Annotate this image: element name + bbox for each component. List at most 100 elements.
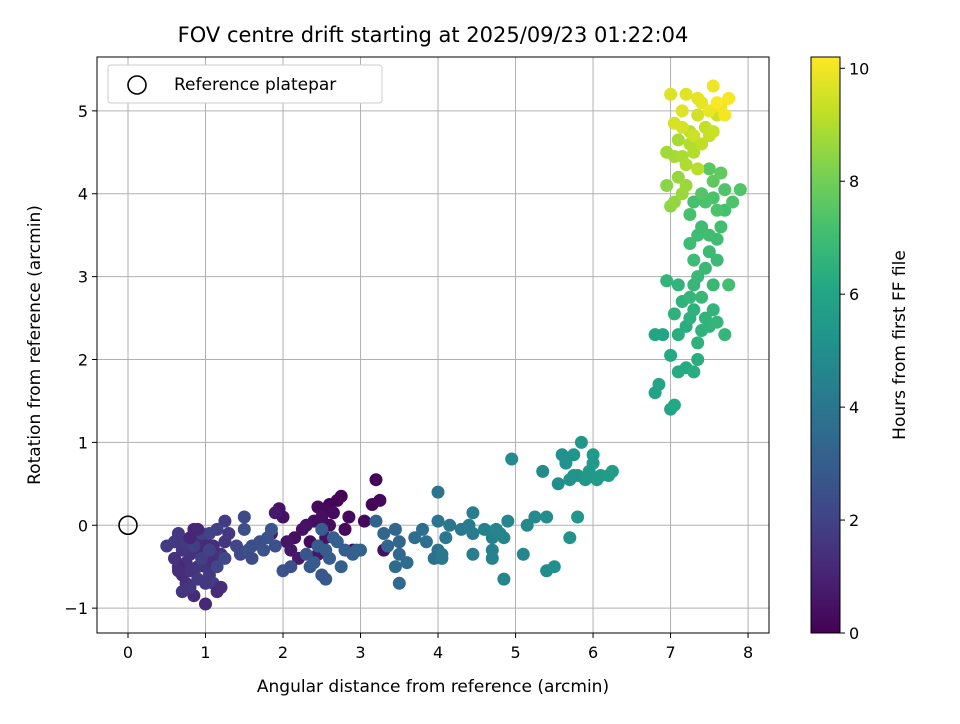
scatter-point: [695, 187, 709, 201]
scatter-point: [268, 539, 282, 553]
scatter-point: [431, 514, 445, 528]
scatter-point: [563, 531, 577, 545]
y-tick-label: 1: [78, 433, 88, 452]
legend-marker-icon: [127, 75, 147, 95]
x-tick-label: 2: [278, 643, 288, 662]
scatter-point: [547, 560, 561, 574]
reference-point-marker: [118, 515, 138, 536]
scatter-point: [660, 274, 674, 288]
y-axis-label: Rotation from reference (arcmin): [25, 205, 45, 485]
scatter-point: [369, 473, 383, 487]
scatter-point: [695, 290, 709, 304]
scatter-point: [667, 398, 681, 412]
scatter-point: [656, 328, 670, 342]
scatter-point: [710, 232, 724, 246]
scatter-point: [706, 278, 720, 292]
x-tick-label: 0: [123, 643, 133, 662]
x-tick-label: 6: [588, 643, 598, 662]
scatter-point: [710, 253, 724, 267]
scatter-point: [419, 535, 433, 549]
scatter-point: [326, 506, 340, 520]
scatter-point: [706, 125, 720, 139]
scatter-point: [245, 539, 259, 553]
scatter-point: [718, 108, 732, 122]
scatter-point: [245, 551, 259, 565]
scatter-point: [695, 137, 709, 151]
colorbar: 0 2 4 6 8 10 Hours from first FF file: [810, 56, 910, 643]
scatter-point: [195, 551, 209, 565]
scatter-point: [299, 547, 313, 561]
scatter-point: [350, 543, 364, 557]
scatter-point: [710, 203, 724, 217]
scatter-point: [505, 452, 519, 466]
legend-box: [107, 64, 383, 104]
scatter-point: [381, 539, 395, 553]
scatter-point: [687, 365, 701, 379]
scatter-point: [683, 208, 697, 221]
scatter-point: [466, 506, 480, 520]
scatter-point: [675, 104, 689, 118]
scatter-point: [400, 556, 414, 570]
colorbar-tick-label: 0: [849, 624, 859, 643]
colorbar-gradient: [810, 56, 841, 634]
scatter-point: [295, 522, 309, 536]
scatter-point: [667, 195, 681, 209]
scatter-point: [702, 104, 716, 118]
scatter-point: [718, 328, 732, 342]
scatter-point: [520, 518, 534, 532]
scatter-point: [706, 303, 720, 317]
scatter-point: [660, 179, 674, 192]
scatter-point: [551, 477, 565, 491]
x-tick-label: 4: [433, 643, 443, 662]
scatter-point: [698, 261, 712, 275]
scatter-point: [326, 531, 340, 545]
plot-area: [96, 56, 770, 634]
colorbar-tick-label: 10: [849, 59, 869, 78]
scatter-point: [218, 514, 232, 528]
colorbar-tick-label: 4: [849, 398, 859, 417]
scatter-point: [497, 531, 511, 545]
y-axis-ticks: −1 0 1 2 3 4 5: [64, 102, 97, 618]
scatter-point: [497, 572, 511, 586]
scatter-point: [357, 514, 371, 528]
scatter-point: [369, 514, 383, 528]
scatter-point: [237, 510, 251, 524]
scatter-point: [435, 547, 449, 561]
scatter-point: [671, 328, 685, 342]
scatter-point: [687, 145, 701, 159]
scatter-point: [202, 543, 216, 557]
scatter-point: [501, 514, 515, 528]
scatter-point: [733, 183, 747, 197]
scatter-point: [664, 87, 678, 101]
scatter-point: [691, 336, 705, 350]
scatter-point: [466, 527, 480, 540]
scatter-point: [183, 531, 197, 545]
scatter-point: [237, 522, 251, 536]
scatter-point: [171, 564, 185, 578]
x-tick-label: 5: [510, 643, 520, 662]
scatter-point: [683, 290, 697, 304]
y-tick-label: 3: [78, 268, 88, 287]
scatter-point: [342, 510, 356, 524]
scatter-point: [373, 493, 387, 507]
colorbar-tick-label: 8: [849, 172, 859, 191]
scatter-point: [392, 576, 406, 590]
scatter-point: [679, 87, 693, 101]
scatter-point: [168, 551, 181, 565]
scatter-point: [671, 170, 685, 184]
scatter-point: [528, 510, 542, 524]
scatter-point: [652, 377, 666, 391]
scatter-point: [667, 307, 681, 321]
scatter-point: [199, 576, 212, 590]
scatter-point: [718, 183, 732, 197]
scatter-point: [687, 303, 701, 317]
scatter-point: [431, 485, 445, 499]
scatter-point: [439, 531, 453, 545]
scatter-point: [726, 195, 740, 209]
scatter-point: [706, 174, 720, 188]
scatter-point: [702, 245, 716, 259]
scatter-point: [319, 572, 333, 586]
colorbar-ticks: 0 2 4 6 8 10: [840, 59, 869, 643]
data-points: [160, 79, 747, 611]
